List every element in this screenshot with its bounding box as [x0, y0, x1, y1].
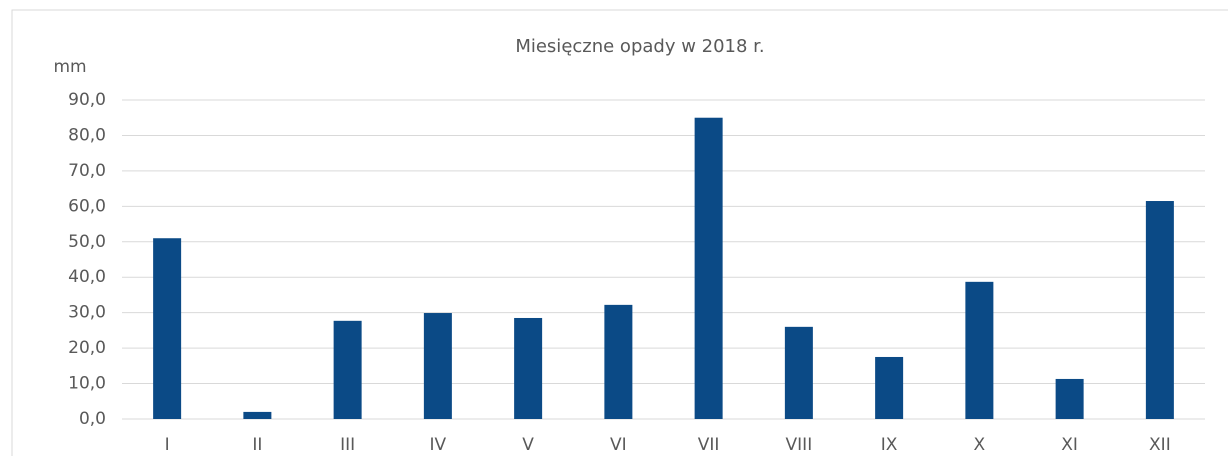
y-tick-label: 40,0: [68, 267, 106, 287]
x-tick-label: II: [252, 435, 262, 455]
y-tick-label: 0,0: [79, 409, 106, 429]
x-tick-label: VI: [610, 435, 627, 455]
x-tick-label: VIII: [786, 435, 813, 455]
y-tick-label: 80,0: [68, 125, 106, 145]
x-tick-label: XI: [1061, 435, 1078, 455]
bar: [243, 411, 272, 419]
bar: [1055, 378, 1084, 419]
bar: [784, 326, 813, 419]
bar: [875, 356, 904, 419]
bar: [965, 281, 994, 419]
bar: [333, 320, 362, 419]
y-tick-label: 60,0: [68, 196, 106, 216]
bar: [694, 117, 723, 419]
x-tick-label: VII: [698, 435, 720, 455]
bar: [514, 317, 543, 419]
y-tick-label: 90,0: [68, 90, 106, 110]
chart-title: Miesięczne opady w 2018 r.: [515, 36, 764, 57]
bar: [1145, 201, 1174, 419]
y-axis-label: mm: [53, 57, 86, 77]
bar: [423, 313, 452, 419]
y-tick-label: 30,0: [68, 303, 106, 323]
x-tick-label: III: [340, 435, 355, 455]
x-tick-label: I: [165, 435, 170, 455]
y-tick-label: 10,0: [68, 374, 106, 394]
x-tick-label: IV: [430, 435, 447, 455]
x-tick-label: V: [522, 435, 534, 455]
y-tick-label: 50,0: [68, 232, 106, 252]
x-tick-label: X: [974, 435, 986, 455]
y-tick-label: 20,0: [68, 338, 106, 358]
x-tick-label: XII: [1149, 435, 1171, 455]
bar: [153, 238, 182, 419]
bar: [604, 304, 633, 419]
y-tick-label: 70,0: [68, 161, 106, 181]
x-tick-label: IX: [881, 435, 898, 455]
